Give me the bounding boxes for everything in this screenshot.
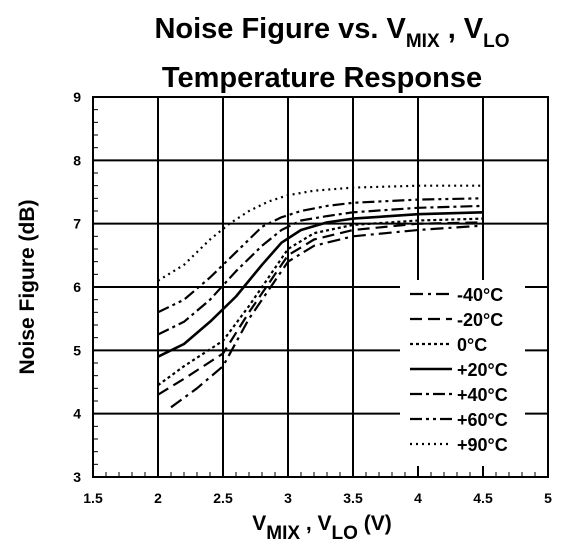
x-tick-label: 3 [284,490,292,506]
legend-background [400,280,525,466]
series-line-4 [157,204,484,336]
x-tick-label: 2 [154,490,162,506]
legend-label: +40°C [457,385,508,405]
x-tick-label: 3.5 [343,490,363,506]
legend-label: +60°C [457,410,508,430]
x-tick-label: 2.5 [213,490,233,506]
chart-title-line-1: Noise Figure vs. VMIX , VLO [154,13,509,52]
y-tick-label: 7 [73,216,81,232]
series-line-5 [157,197,484,314]
minor-ticks [92,96,549,478]
x-tick-label: 5 [544,490,552,506]
series-line-2 [157,217,484,387]
y-axis-label: Noise Figure (dB) [16,199,39,374]
x-tick-label: 4 [414,490,422,506]
y-tick-label: 4 [73,406,81,422]
y-tick-label: 8 [73,152,81,168]
x-tick-label: 1.5 [83,490,103,506]
chart-title-line-2: Temperature Response [162,62,482,94]
series-line-1 [157,221,484,396]
y-tick-label: 5 [73,342,81,358]
y-tick-label: 3 [73,469,81,485]
series-line-6 [157,184,483,282]
y-tick-label: 6 [73,279,81,295]
x-axis-label: VMIX , VLO (V) [252,512,392,544]
series-line-3 [157,211,484,358]
series-line-0 [170,224,484,409]
x-tick-labels: 1.5 2 2.5 3 3.5 4 4.5 5 [83,490,552,506]
legend-label: -20°C [457,310,503,330]
y-tick-label: 9 [73,89,81,105]
legend-label: -40°C [457,285,503,305]
legend-label: +90°C [457,435,508,455]
legend: -40°C -20°C 0°C +20°C +40°C +60°C +90°C [410,285,508,455]
legend-label: 0°C [457,335,487,355]
series-lines [157,184,484,409]
y-tick-labels: 3 4 5 6 7 8 9 [73,89,81,485]
legend-label: +20°C [457,360,508,380]
x-tick-label: 4.5 [473,490,493,506]
